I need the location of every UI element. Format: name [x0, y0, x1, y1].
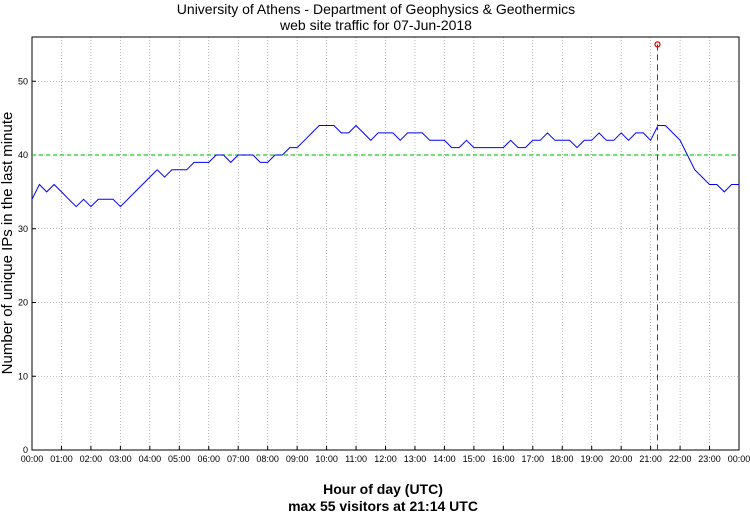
- traffic-series-line: [31, 124, 739, 208]
- x-tick-label: 18:00: [551, 454, 574, 464]
- chart-subtitle: web site traffic for 07-Jun-2018: [279, 17, 472, 33]
- x-tick-label: 10:00: [315, 454, 338, 464]
- x-tick-label: 03:00: [109, 454, 132, 464]
- x-tick-label: 15:00: [463, 454, 486, 464]
- x-tick-label: 11:00: [345, 454, 367, 464]
- x-tick-label: 20:00: [610, 454, 633, 464]
- grid-lines: [31, 37, 740, 451]
- x-tick-label: 00:00: [728, 454, 750, 464]
- max-point-marker: [654, 41, 661, 48]
- y-tick-label: 20: [18, 298, 28, 308]
- x-tick-label: 02:00: [80, 454, 103, 464]
- x-tick-label: 23:00: [698, 454, 721, 464]
- y-tick-label: 10: [18, 371, 28, 381]
- plot-frame: [31, 36, 740, 451]
- x-tick-label: 12:00: [374, 454, 397, 464]
- y-tick-labels: 0 10 20 30 40 50: [18, 76, 28, 455]
- series-group: [31, 124, 739, 208]
- y-tick-label: 50: [18, 76, 28, 86]
- x-tick-label: 08:00: [256, 454, 279, 464]
- x-tick-label: 07:00: [227, 454, 250, 464]
- max-marker-group: [654, 41, 661, 450]
- x-tick-label: 01:00: [50, 454, 73, 464]
- x-tick-label: 21:00: [639, 454, 662, 464]
- y-tick-label: 40: [18, 150, 28, 160]
- y-tick-label: 0: [23, 445, 28, 455]
- x-tick-label: 16:00: [492, 454, 515, 464]
- x-tick-label: 14:00: [433, 454, 456, 464]
- x-tick-label: 22:00: [669, 454, 692, 464]
- x-axis-label: Hour of day (UTC): [323, 481, 443, 497]
- x-tick-label: 19:00: [580, 454, 603, 464]
- y-tick-label: 30: [18, 224, 28, 234]
- x-tick-label: 06:00: [197, 454, 220, 464]
- x-tick-labels: 00:00 01:00 02:00 03:00 04:00 05:00 06:00 07:00…: [21, 454, 750, 464]
- chart-title: University of Athens - Department of Geo…: [177, 1, 575, 17]
- x-tick-label: 00:00: [21, 454, 44, 464]
- x-tick-label: 17:00: [522, 454, 545, 464]
- x-tick-label: 09:00: [286, 454, 309, 464]
- x-tick-label: 13:00: [404, 454, 427, 464]
- max-visitors-caption: max 55 visitors at 21:14 UTC: [288, 498, 478, 514]
- x-tick-label: 05:00: [168, 454, 191, 464]
- y-axis-label: Number of unique IPs in the last minute: [0, 112, 16, 375]
- x-tick-label: 04:00: [139, 454, 162, 464]
